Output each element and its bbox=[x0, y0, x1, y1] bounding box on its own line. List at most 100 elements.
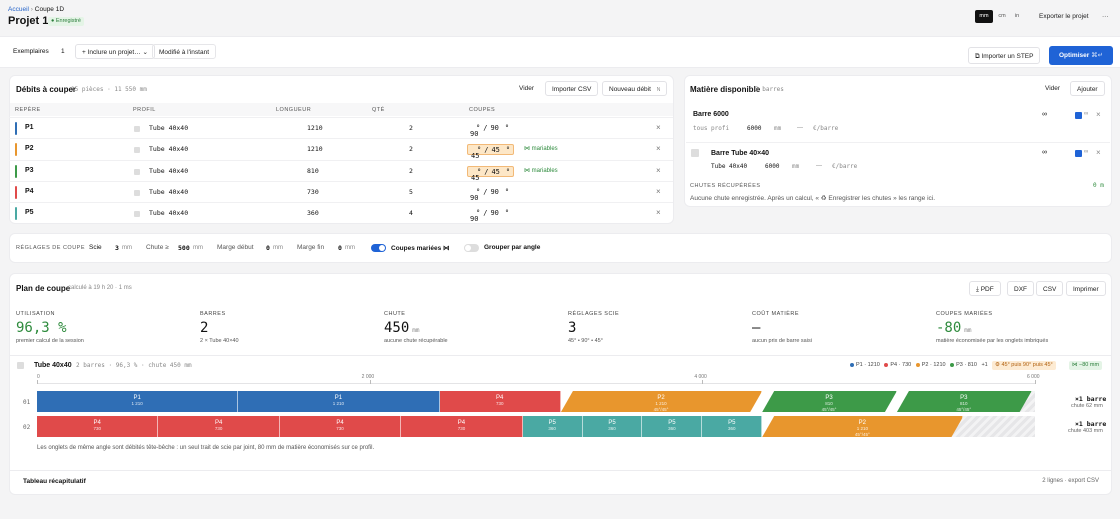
infinity-icon[interactable]: ∞ bbox=[1042, 149, 1047, 156]
more-menu-button[interactable]: ··· bbox=[1102, 13, 1109, 20]
export-csv-button[interactable]: CSV bbox=[1036, 281, 1064, 296]
married-cuts-toggle[interactable] bbox=[371, 244, 386, 252]
row-qty[interactable]: 4 bbox=[409, 209, 413, 218]
angle-start[interactable]: 45 bbox=[471, 173, 480, 182]
bar-segment[interactable]: P4 730 bbox=[37, 416, 159, 437]
row-length[interactable]: 1210 bbox=[307, 145, 323, 154]
optimise-button[interactable]: Optimiser ⌘↵ bbox=[1049, 46, 1113, 65]
bar-segment[interactable]: P3 810 45°/45° bbox=[897, 391, 1032, 412]
add-stock-button[interactable]: Ajouter bbox=[1070, 81, 1105, 96]
angle-start[interactable]: 90 bbox=[470, 193, 479, 202]
angle-end[interactable]: 90 bbox=[490, 124, 499, 132]
angle-end[interactable]: 45 bbox=[491, 146, 500, 155]
row-angles[interactable]: 90 °/90 ° bbox=[467, 123, 512, 138]
remove-row-icon[interactable]: × bbox=[656, 144, 661, 154]
row-qty[interactable]: 5 bbox=[409, 187, 413, 196]
row-length[interactable]: 810 bbox=[307, 166, 319, 175]
row-length[interactable]: 1210 bbox=[307, 124, 323, 132]
group-by-angle-toggle[interactable] bbox=[464, 244, 479, 252]
offcut-input[interactable]: 500 bbox=[178, 244, 190, 252]
export-pdf-button[interactable]: ⤓ PDF bbox=[969, 281, 1001, 296]
row-angles[interactable]: 45 °/45 ° bbox=[467, 165, 515, 182]
remove-row-icon[interactable]: × bbox=[656, 123, 661, 132]
row-ref[interactable]: P1 bbox=[25, 124, 34, 131]
row-angles[interactable]: 45 °/45 ° bbox=[467, 144, 515, 160]
stock-enabled-checkbox[interactable] bbox=[1075, 112, 1082, 119]
row-profile[interactable]: Tube 40x40 bbox=[149, 124, 189, 132]
table-row[interactable]: P3 Tube 40x40 810 2 45 °/45 ° ⋈ mariables × bbox=[9, 159, 673, 182]
stock-bar-profile[interactable]: tous profi bbox=[693, 125, 730, 132]
row-length[interactable]: 360 bbox=[307, 209, 319, 218]
angle-end[interactable]: 45 bbox=[491, 167, 500, 176]
infinity-icon[interactable]: ∞ bbox=[1042, 111, 1047, 118]
bar-segment[interactable]: P5 360 bbox=[582, 416, 643, 437]
angle-end[interactable]: 90 bbox=[490, 209, 499, 218]
row-ref[interactable]: P4 bbox=[25, 187, 34, 195]
bar-segment[interactable]: P1 1 210 bbox=[238, 391, 440, 412]
unit-mm[interactable]: mm bbox=[975, 10, 993, 23]
import-csv-button[interactable]: Importer CSV bbox=[545, 81, 599, 96]
row-profile[interactable]: Tube 40x40 bbox=[149, 209, 189, 218]
row-profile[interactable]: Tube 40x40 bbox=[149, 166, 189, 175]
row-qty[interactable]: 2 bbox=[409, 124, 413, 132]
start-margin-input[interactable]: 0 bbox=[266, 244, 270, 252]
angle-end[interactable]: 90 bbox=[490, 187, 499, 196]
row-qty[interactable]: 2 bbox=[409, 145, 413, 154]
table-row[interactable]: P5 Tube 40x40 360 4 90 °/90 ° × bbox=[9, 202, 673, 223]
row-angles[interactable]: 90 °/90 ° bbox=[467, 187, 512, 202]
bar-segment[interactable]: P1 1 210 bbox=[37, 391, 239, 412]
new-cut-button[interactable]: Nouveau débit N bbox=[602, 81, 668, 96]
row-qty[interactable]: 2 bbox=[409, 166, 413, 175]
bar-segment[interactable]: P4 730 bbox=[279, 416, 402, 437]
row-ref[interactable]: P2 bbox=[25, 145, 34, 153]
copies-input[interactable]: 1 bbox=[61, 48, 65, 55]
stock-bar-price[interactable]: — bbox=[797, 125, 803, 131]
bar-segment[interactable]: P5 360 bbox=[642, 416, 703, 437]
remove-row-icon[interactable]: × bbox=[656, 165, 661, 175]
clear-cuts-button[interactable]: Vider bbox=[519, 85, 535, 92]
clear-stock-button[interactable]: Vider bbox=[1045, 85, 1061, 92]
stock-enabled-checkbox[interactable] bbox=[1075, 150, 1082, 157]
row-profile[interactable]: Tube 40x40 bbox=[149, 145, 189, 154]
end-margin-input[interactable]: 0 bbox=[338, 244, 342, 252]
unit-in[interactable]: in bbox=[1014, 13, 1020, 19]
unit-cm[interactable]: cm bbox=[998, 13, 1006, 19]
remove-icon[interactable]: × bbox=[1096, 148, 1101, 157]
bar-segment[interactable]: P2 1 210 45°/45° bbox=[762, 416, 963, 437]
row-color-tag bbox=[15, 143, 17, 157]
row-length[interactable]: 730 bbox=[307, 187, 319, 196]
export-dxf-button[interactable]: DXF bbox=[1007, 281, 1034, 296]
remove-row-icon[interactable]: × bbox=[656, 186, 661, 196]
table-row[interactable]: P4 Tube 40x40 730 5 90 °/90 ° × bbox=[9, 180, 673, 202]
bar-segment[interactable]: P4 730 bbox=[401, 416, 523, 437]
segment-angles: 45°/45° bbox=[653, 407, 669, 412]
bar-segment[interactable]: P2 1 210 45°/45° bbox=[561, 391, 762, 412]
import-step-button[interactable]: ⧉ Importer un STEP bbox=[968, 47, 1041, 64]
row-ref[interactable]: P5 bbox=[25, 209, 34, 217]
table-row[interactable]: P1 Tube 40x40 1210 2 90 °/90 ° × bbox=[9, 117, 673, 138]
stock-bar-price[interactable]: — bbox=[816, 163, 822, 169]
summary-table-toggle[interactable]: Tableau récapitulatif 2 lignes · export … bbox=[10, 470, 1111, 492]
bar-segment[interactable]: P5 360 bbox=[522, 416, 583, 437]
angle-start[interactable]: 90 bbox=[470, 215, 479, 224]
saw-input[interactable]: 3 bbox=[115, 244, 119, 252]
bar-segment[interactable]: P4 730 bbox=[439, 391, 561, 412]
table-row[interactable]: P2 Tube 40x40 1210 2 45 °/45 ° ⋈ mariables × bbox=[9, 138, 673, 160]
stock-bar-length[interactable]: 6000 bbox=[747, 125, 762, 132]
row-profile[interactable]: Tube 40x40 bbox=[149, 187, 189, 196]
remove-icon[interactable]: × bbox=[1096, 110, 1101, 119]
row-angles[interactable]: 90 °/90 ° bbox=[467, 208, 512, 223]
export-project-button[interactable]: Exporter le projet bbox=[1039, 13, 1089, 20]
angle-start[interactable]: 90 bbox=[470, 130, 479, 138]
angle-start[interactable]: 45 bbox=[471, 152, 480, 161]
print-button[interactable]: Imprimer bbox=[1066, 281, 1106, 296]
breadcrumb-home[interactable]: Accueil bbox=[8, 6, 29, 13]
bar-segment[interactable]: P5 360 bbox=[702, 416, 763, 437]
bar-segment[interactable]: P4 730 bbox=[158, 416, 280, 437]
bar-segment[interactable]: P3 810 45°/45° bbox=[762, 391, 897, 412]
row-ref[interactable]: P3 bbox=[25, 166, 34, 174]
stock-bar-profile[interactable]: Tube 40x40 bbox=[711, 163, 748, 170]
include-project-button[interactable]: + Inclure un projet… ⌄ bbox=[75, 44, 155, 59]
remove-row-icon[interactable]: × bbox=[656, 208, 661, 218]
stock-bar-length[interactable]: 6000 bbox=[765, 163, 780, 170]
